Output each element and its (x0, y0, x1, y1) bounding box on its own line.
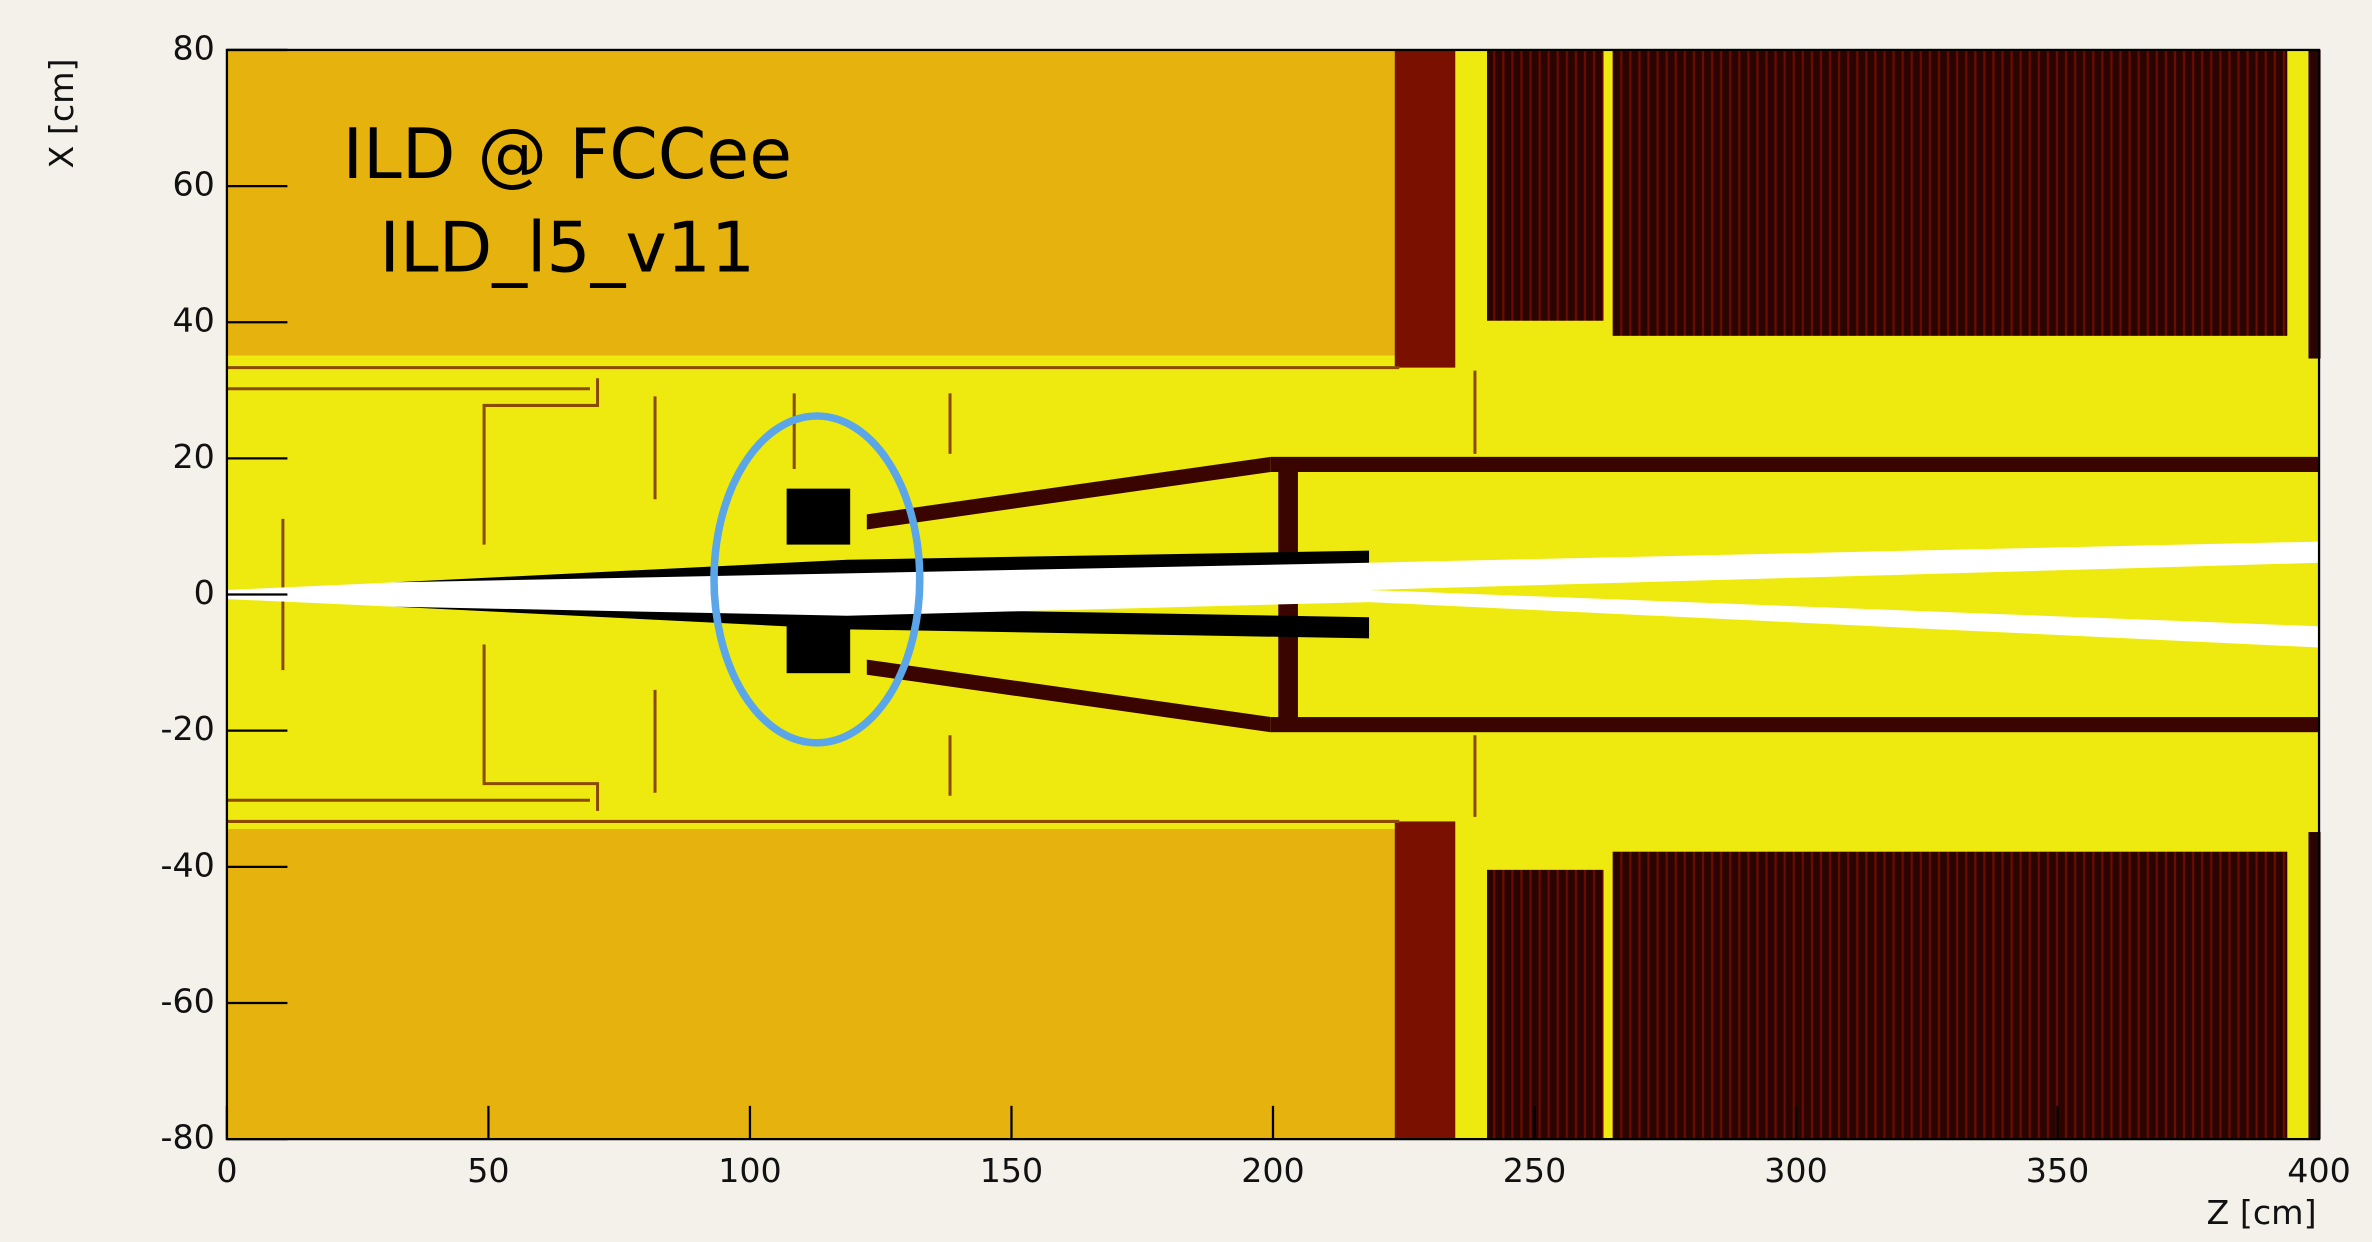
y-tick-label: -60 (160, 981, 214, 1020)
region (227, 829, 1395, 1139)
support-tube (1271, 457, 2319, 472)
region (1487, 870, 1603, 1139)
y-tick-label: -80 (160, 1118, 214, 1157)
y-tick-label: 40 (172, 301, 214, 340)
x-tick-label: 300 (1764, 1151, 1828, 1190)
magnet (787, 489, 851, 545)
region (1613, 852, 2288, 1139)
annotation: ILD_l5_v11 (379, 208, 755, 289)
y-tick-label: 80 (172, 28, 214, 67)
y-tick-label: -40 (160, 845, 214, 884)
x-tick-label: 0 (216, 1151, 237, 1190)
region (1487, 50, 1603, 321)
y-tick-label: 60 (172, 165, 214, 204)
annotation: ILD @ FCCee (343, 114, 792, 195)
x-tick-label: 350 (2026, 1151, 2090, 1190)
region (1613, 50, 2288, 336)
magnet (787, 620, 851, 673)
y-tick-label: -20 (160, 709, 214, 748)
region (1395, 50, 1456, 368)
chart: ILD @ FCCee ILD_l5_v11 Z [cm] X [cm] 0 50… (0, 0, 2372, 1242)
x-tick-label: 50 (467, 1151, 509, 1190)
y-tick-label: 20 (172, 437, 214, 476)
region (1395, 821, 1456, 1139)
page: {"chart_data": {"type": "geometry", "ann… (0, 0, 2372, 1242)
x-tick-label: 400 (2287, 1151, 2351, 1190)
x-tick-label: 150 (980, 1151, 1044, 1190)
y-tick-label: 0 (194, 573, 215, 612)
support-tube (1271, 717, 2319, 732)
x-tick-label: 250 (1503, 1151, 1566, 1190)
x-axis-label: Z [cm] (2207, 1193, 2317, 1232)
x-tick-label: 200 (1241, 1151, 1304, 1190)
x-tick-label: 100 (718, 1151, 782, 1190)
y-axis-label: X [cm] (42, 58, 81, 168)
region (227, 50, 1395, 356)
